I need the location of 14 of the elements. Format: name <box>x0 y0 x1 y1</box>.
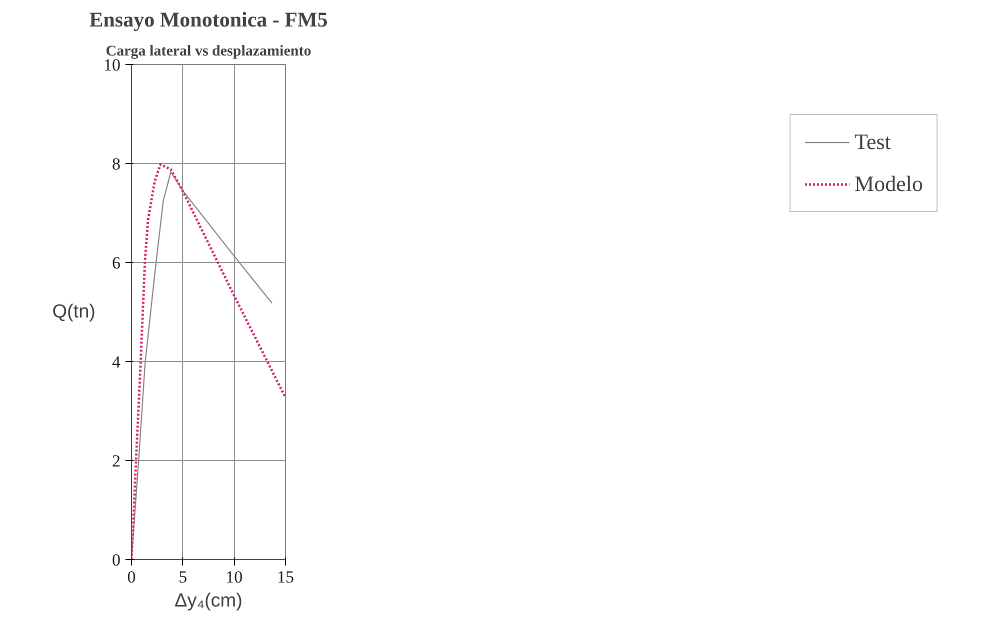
x-axis-title: Δy₄(cm) <box>174 590 242 612</box>
legend-label: Test <box>854 129 891 155</box>
y-tick-label: 6 <box>112 254 120 272</box>
y-axis-title: Q(tn) <box>52 302 96 322</box>
x-tick-label: 0 <box>127 568 136 586</box>
y-tick-label: 8 <box>112 154 120 174</box>
y-tick-label: 2 <box>112 452 120 470</box>
legend-label: Modelo <box>854 171 923 197</box>
x-tick-label: 15 <box>277 568 294 586</box>
y-tick-label: 4 <box>112 352 121 372</box>
x-tick-label: 10 <box>226 568 243 586</box>
y-tick-label: 0 <box>112 550 120 570</box>
x-tick-label: 5 <box>178 568 188 586</box>
chart-title: Ensayo Monotonica - FM5 <box>89 8 328 32</box>
